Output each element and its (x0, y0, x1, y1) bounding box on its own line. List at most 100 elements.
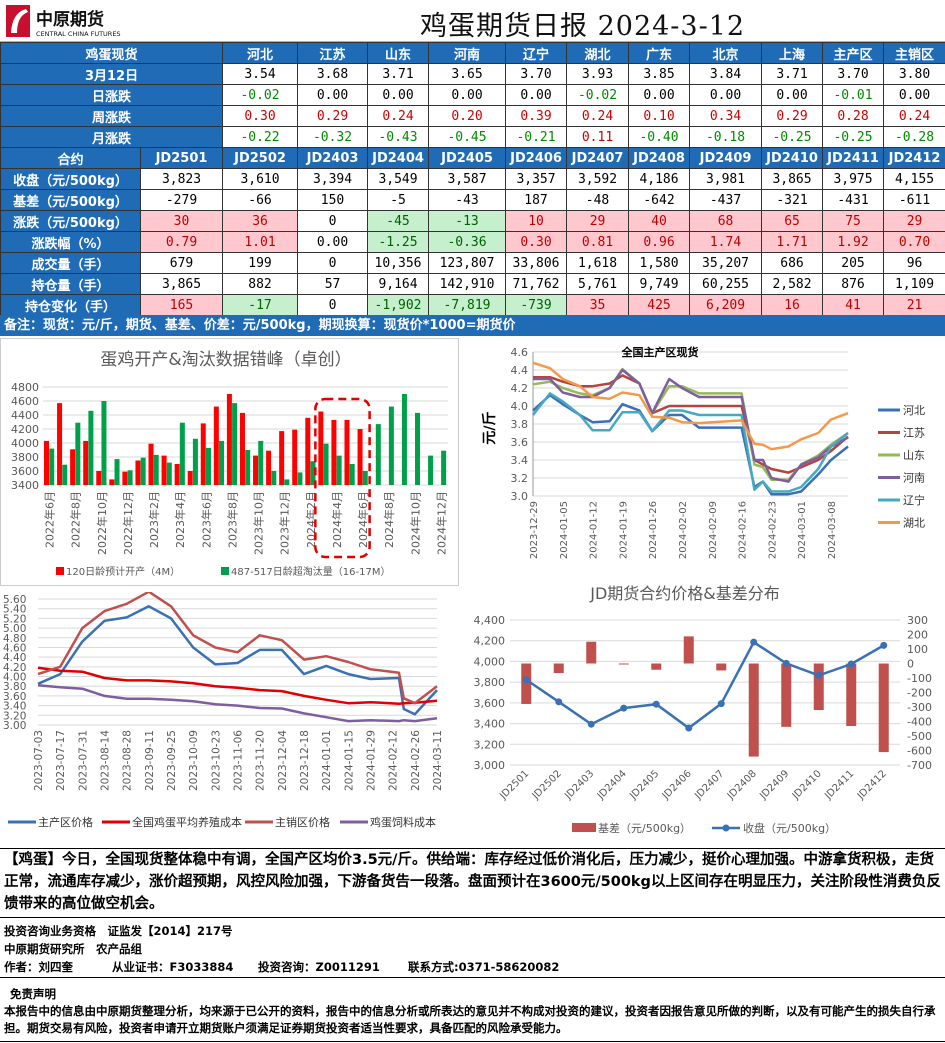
contract-header-row: 合约 JD2501 JD2502 JD2403 JD2404 JD2405 JD2406 JD… (0, 147, 945, 169)
close-point (587, 720, 595, 728)
x-tick-label: 2024-03-08 (827, 501, 838, 559)
series-line (532, 393, 849, 496)
contract-header: JD2411 (822, 147, 885, 169)
region-header: 北京 (689, 42, 763, 64)
futures-value: 199 (222, 252, 299, 274)
futures-value: -5 (367, 189, 430, 211)
spot-value: 3.70 (822, 63, 885, 85)
chart-title: JD期货合约价格&基差分布 (589, 584, 780, 603)
futures-value: 60,255 (689, 273, 763, 295)
futures-value: 35,207 (689, 252, 763, 274)
region-header: 河南 (428, 42, 507, 64)
spot-value: -0.25 (761, 126, 824, 148)
spot-value: 0.24 (883, 105, 945, 127)
legend-label: 487-517日龄超淘汰量（16-17M） (231, 565, 390, 578)
contract-header: JD2405 (428, 147, 507, 169)
highlight-box (314, 397, 371, 559)
futures-row: 涨跌（元/500kg） 30 36 0 -45 -13 10 29 40 68 65 75 29 (0, 210, 945, 232)
futures-value: -45 (367, 210, 430, 232)
futures-value: -431 (822, 189, 885, 211)
y-tick-label: 3,600 (474, 697, 506, 710)
futures-value: 187 (505, 189, 568, 211)
futures-value: 3,357 (505, 168, 568, 190)
bar (415, 412, 421, 485)
spot-value: -0.28 (883, 126, 945, 148)
legend-label: 辽宁 (903, 493, 925, 507)
contract-header: JD2404 (367, 147, 430, 169)
bar (428, 455, 434, 485)
series-line (532, 392, 849, 493)
y-right-tick-label: -100 (907, 672, 932, 685)
legend-label: 120日龄预计开产（4M） (66, 565, 180, 578)
futures-value: 0.30 (505, 231, 568, 253)
y-tick-label: 3.6 (511, 436, 529, 449)
futures-value: 1.71 (761, 231, 824, 253)
bar (127, 470, 133, 485)
basis-bar (651, 663, 662, 670)
legend-swatch (572, 823, 596, 832)
futures-value: -7,819 (428, 294, 507, 316)
disclaimer: 免责声明 本报告中的信息由中原期货整理分析，均来源于已公开的资料，报告中的信息分… (0, 980, 945, 1042)
spot-value: -0.40 (628, 126, 691, 148)
bar (135, 460, 141, 485)
spot-value: 0.11 (566, 126, 630, 148)
futures-value: 3,587 (428, 168, 507, 190)
spot-value: 3.85 (628, 63, 691, 85)
futures-value: 10 (505, 210, 568, 232)
report-header: 中原期货 CENTRAL CHINA FUTURES 鸡蛋期货日报 2024-3… (0, 0, 945, 42)
chart-title: 全国主产区现货 (621, 345, 699, 359)
x-tick-label: 2024-02-02 (678, 501, 689, 559)
futures-value: 0.00 (297, 231, 369, 253)
bar (75, 422, 81, 485)
spot-value: -0.43 (367, 126, 430, 148)
legend-label: 主产区价格 (38, 815, 93, 829)
x-tick-label: 2024年10月 (408, 491, 422, 555)
x-tick-label: JD2411 (822, 768, 856, 802)
legend-label: 全国鸡蛋平均养殖成本 (132, 815, 242, 829)
futures-value: 68 (689, 210, 763, 232)
legend-swatch (221, 567, 229, 575)
bar (344, 419, 350, 485)
y-tick-label: 3,000 (474, 759, 506, 772)
close-point (685, 724, 693, 732)
spot-value: 3.54 (222, 63, 299, 85)
spot-value: 0.30 (222, 105, 299, 127)
region-header: 辽宁 (505, 42, 568, 64)
spot-header-label: 鸡蛋现货 (0, 42, 224, 64)
qualification: 投资咨询业务资格 证监发【2014】217号 (4, 924, 233, 938)
spot-value: 0.28 (822, 105, 885, 127)
bar (219, 440, 225, 485)
legend-label: 鸡蛋饲料成本 (370, 815, 436, 829)
bar (200, 423, 206, 485)
y-tick-label: 5.40 (3, 604, 26, 616)
spot-row: 3月12日 3.54 3.68 3.71 3.65 3.70 3.93 3.85 3.84 3.7… (0, 63, 945, 85)
x-tick-label: 2024年8月 (382, 491, 396, 548)
spot-value: 0.24 (566, 105, 630, 127)
department: 中原期货研究所 农产品组 (4, 942, 142, 956)
futures-value: 5,761 (566, 273, 630, 295)
bar (310, 461, 316, 485)
futures-value: 686 (761, 252, 824, 274)
close-point (782, 659, 790, 667)
report-info: 投资咨询业务资格 证监发【2014】217号 中原期货研究所 农产品组 作者：刘… (0, 920, 945, 978)
bar (187, 471, 193, 485)
basis-bar (683, 636, 694, 664)
y-tick-label: 4.80 (3, 633, 26, 645)
legend-label: 基差（元/500kg） (598, 821, 691, 835)
spot-value: 0.10 (628, 105, 691, 127)
futures-value: -66 (222, 189, 299, 211)
futures-value: 3,610 (222, 168, 299, 190)
futures-value: 71,762 (505, 273, 568, 295)
bar (109, 479, 115, 485)
series-line (37, 590, 438, 705)
legend-marker (722, 824, 730, 832)
x-tick-label: 2022年12月 (121, 491, 135, 555)
y-right-tick-label: -400 (907, 716, 932, 729)
bar (88, 410, 94, 485)
x-tick-label: 2023-12-04 (277, 730, 289, 791)
contract-header: JD2406 (505, 147, 568, 169)
row-label: 涨跌幅（%） (0, 231, 141, 253)
futures-value: -642 (628, 189, 691, 211)
futures-value: -279 (139, 189, 224, 211)
x-tick-label: 2024-01-01 (321, 730, 333, 791)
